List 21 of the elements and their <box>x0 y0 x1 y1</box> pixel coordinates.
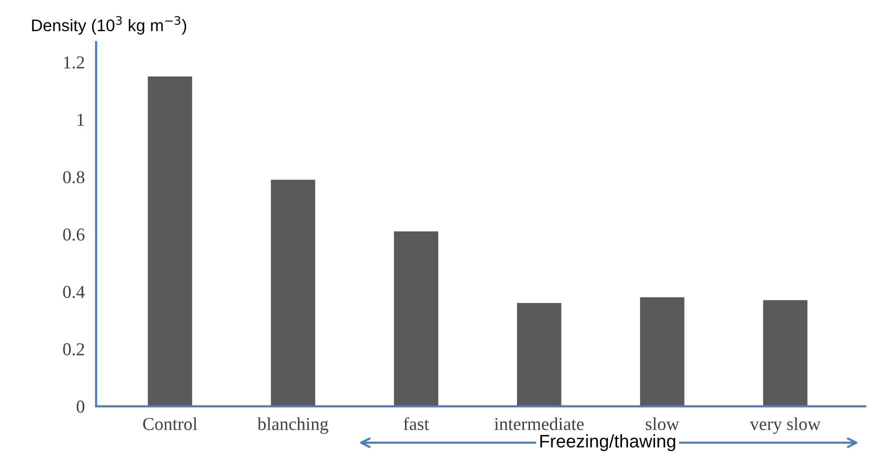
y-axis-title: Density (10$^{3}$ kg m$^{−3}$) <box>32 16 186 35</box>
y-tick-label: 0.2 <box>63 343 84 356</box>
y-tick-label: 0.4 <box>63 286 85 298</box>
y-tick-label: 0.6 <box>63 228 84 241</box>
bar <box>394 231 438 406</box>
y-tick-label: 1.2 <box>64 56 84 69</box>
bar <box>148 76 192 406</box>
x-tick-label: Control <box>143 417 198 430</box>
text: Freezing/thawing <box>540 434 676 452</box>
y-tick-label: 0.8 <box>63 171 84 184</box>
x-tick-label: fast <box>404 417 430 430</box>
x-tick-label: very slow <box>750 417 821 434</box>
x-tick-label: intermediate <box>494 417 584 430</box>
x-tick-label: blanching <box>257 417 328 434</box>
y-tick-label: 1 <box>78 114 84 126</box>
bar <box>270 180 316 406</box>
x-tick-label: slow <box>646 417 680 430</box>
bar <box>763 300 808 406</box>
bar <box>517 303 562 406</box>
y-tick-label: 0 <box>76 400 84 413</box>
bar <box>640 297 684 406</box>
